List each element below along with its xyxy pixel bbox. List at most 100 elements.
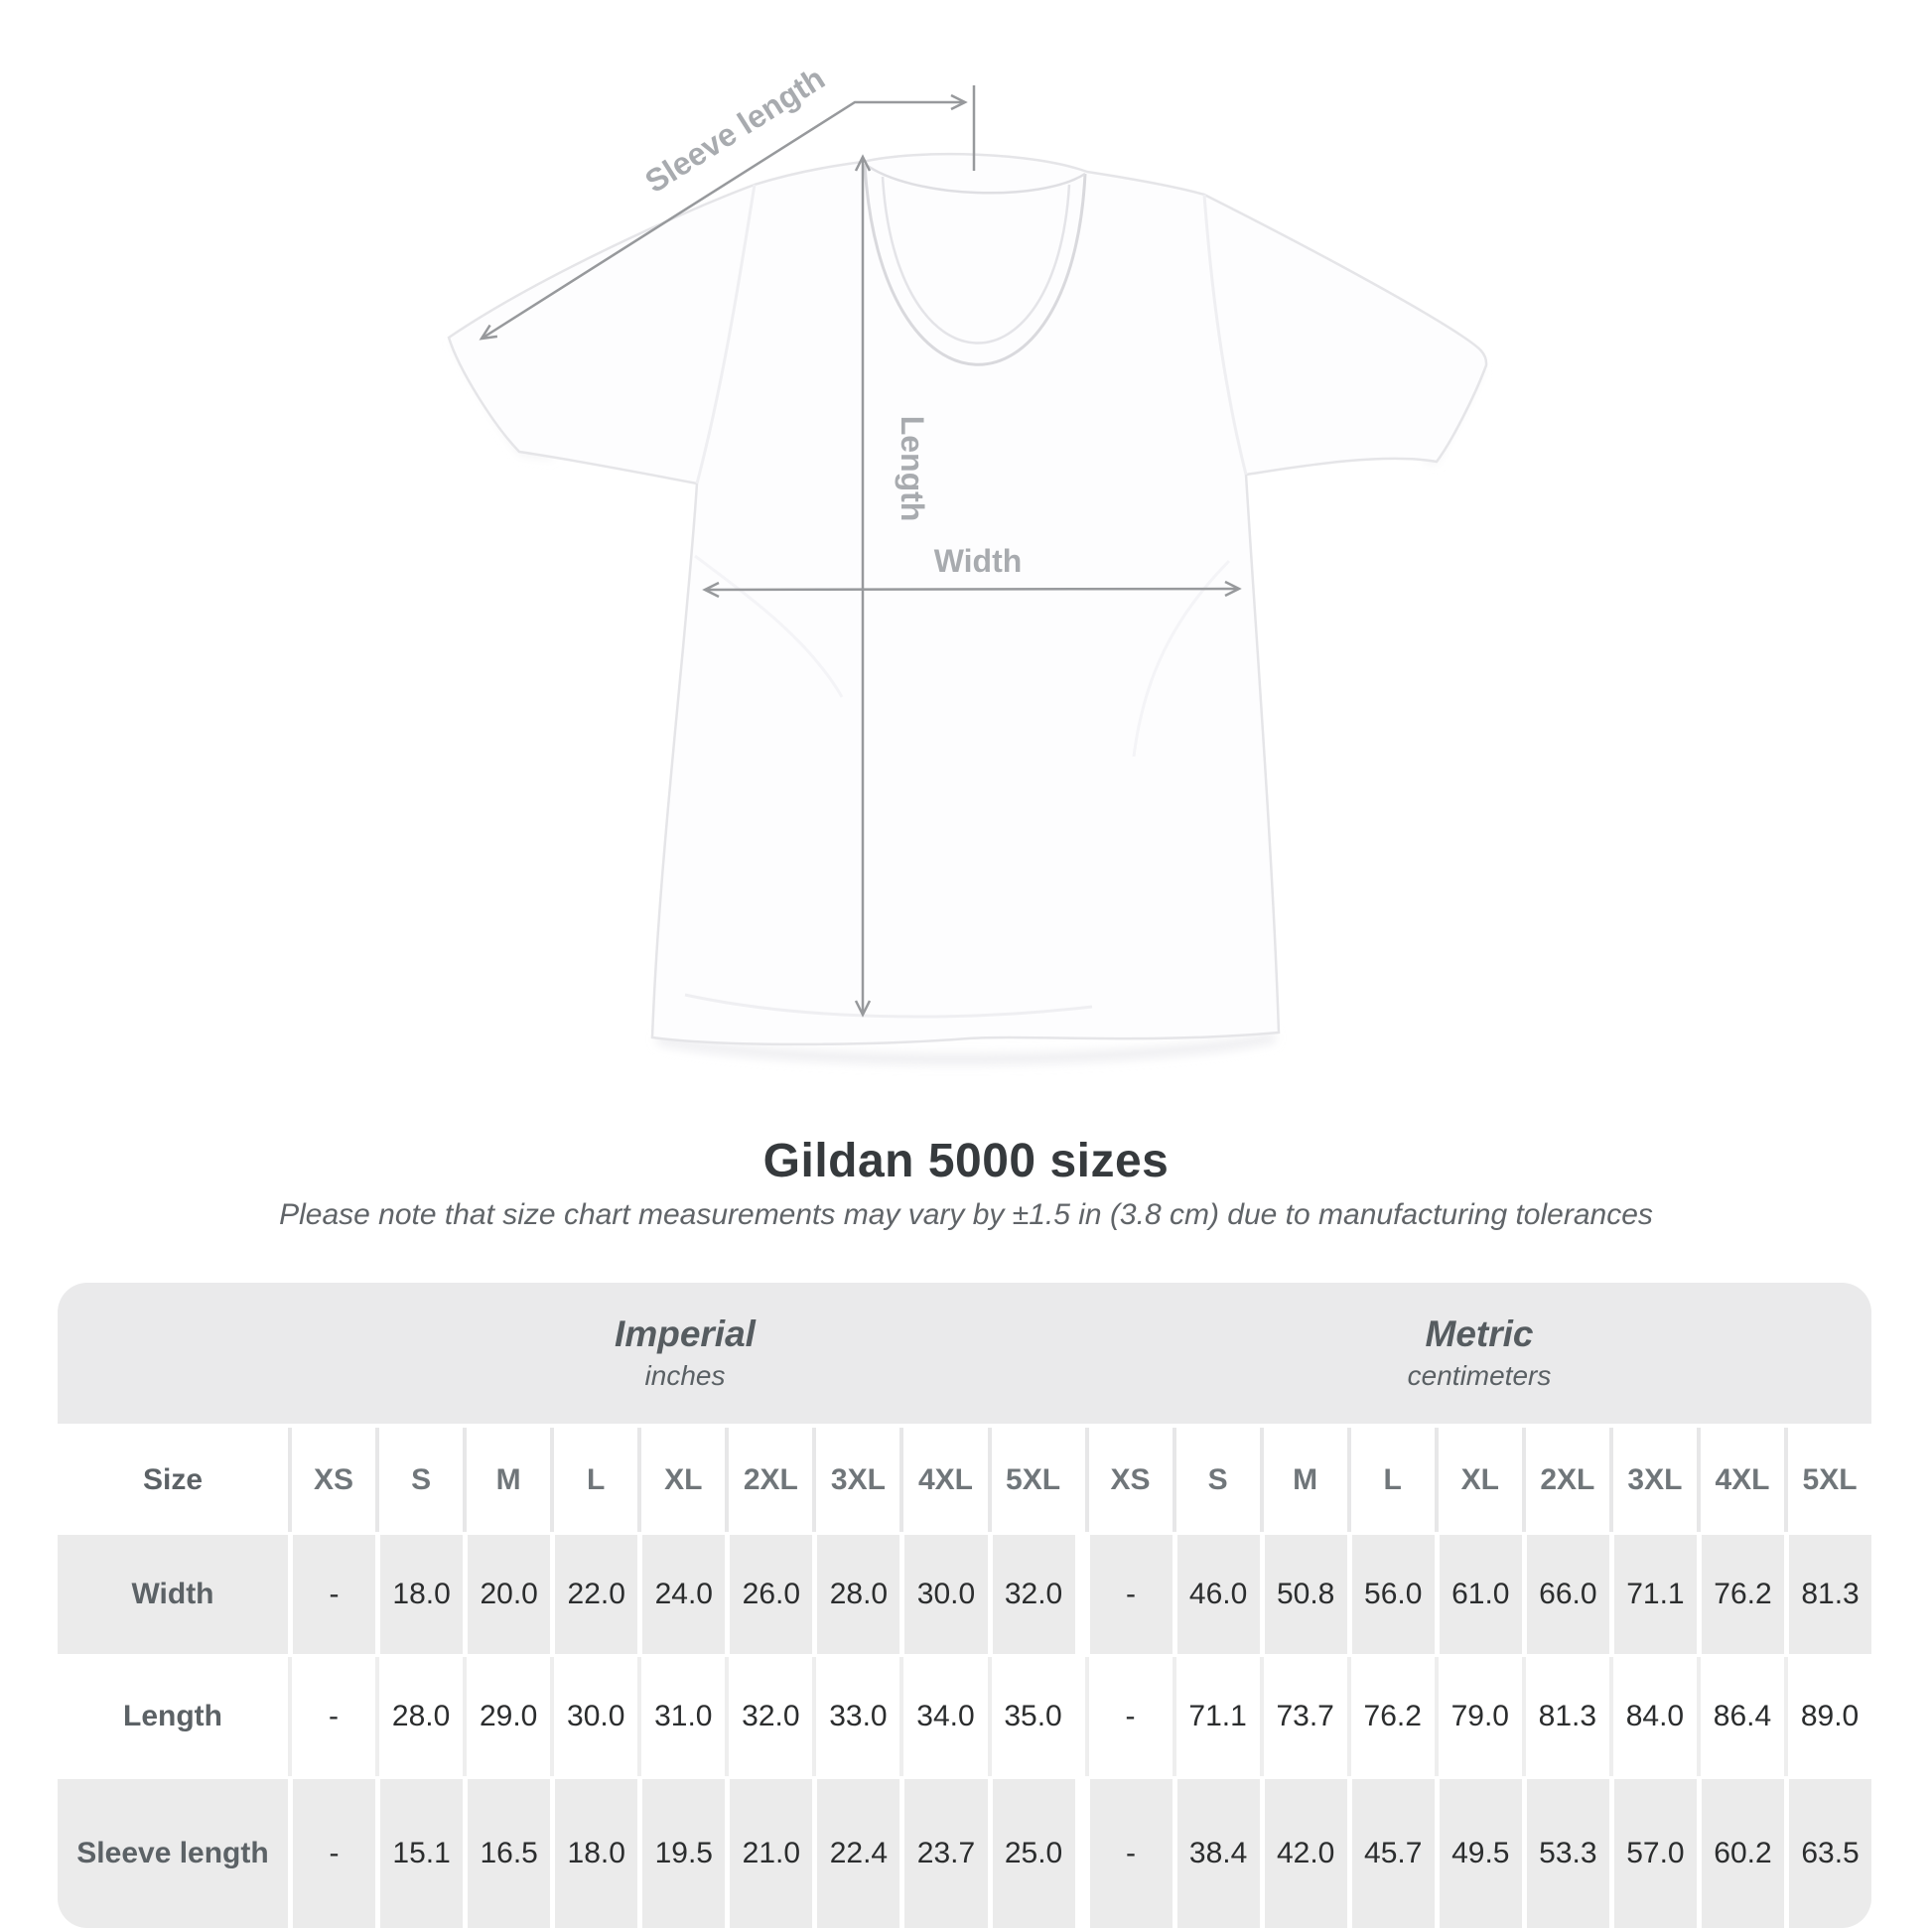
tshirt-measurement-diagram: Sleeve length Length Width [447, 60, 1488, 1065]
sleeve-length-arrow [479, 85, 976, 341]
size-column-header: Size [58, 1428, 288, 1532]
table-cell: 28.0 [812, 1535, 900, 1654]
table-cell: 76.2 [1346, 1657, 1435, 1776]
width-metric-values: - 46.0 50.8 56.0 61.0 66.0 71.1 76.2 81.… [1084, 1535, 1871, 1654]
table-cell: 15.1 [375, 1779, 464, 1928]
table-cell: 53.3 [1521, 1779, 1609, 1928]
length-label: Length [895, 416, 930, 522]
size-col-header: 4XL [899, 1428, 988, 1532]
unit-band: Imperial inches Metric centimeters [58, 1283, 1871, 1424]
size-col-header: 5XL [1784, 1428, 1871, 1532]
tshirt-illustration [447, 152, 1488, 1046]
table-cell: - [1084, 1535, 1173, 1654]
table-cell: 86.4 [1696, 1657, 1784, 1776]
table-cell: 22.4 [812, 1779, 900, 1928]
size-chart-table: Imperial inches Metric centimeters Size … [58, 1283, 1871, 1928]
table-cell: 34.0 [899, 1657, 988, 1776]
table-cell: 46.0 [1172, 1535, 1260, 1654]
measurement-annotations [479, 85, 1242, 1018]
tolerance-note: Please note that size chart measurements… [279, 1198, 1653, 1231]
size-col-header: S [1172, 1428, 1260, 1532]
size-col-header: 3XL [1608, 1428, 1697, 1532]
table-cell: 19.5 [637, 1779, 726, 1928]
table-cell: 71.1 [1608, 1535, 1697, 1654]
table-cell: - [288, 1535, 376, 1654]
row-label: Sleeve length [58, 1779, 288, 1928]
table-cell: - [288, 1657, 376, 1776]
size-col-header: M [1259, 1428, 1347, 1532]
table-cell: 32.0 [987, 1535, 1075, 1654]
length-imperial-values: - 28.0 29.0 30.0 31.0 32.0 33.0 34.0 35.… [288, 1657, 1075, 1776]
size-col-header: L [1346, 1428, 1435, 1532]
table-cell: 81.3 [1521, 1657, 1609, 1776]
metric-band: Metric centimeters [1087, 1283, 1871, 1424]
imperial-unit: inches [644, 1360, 726, 1391]
table-row-length: Length - 28.0 29.0 30.0 31.0 32.0 33.0 3… [58, 1657, 1871, 1776]
table-row-sleeve-length: Sleeve length - 15.1 16.5 18.0 19.5 21.0… [58, 1779, 1871, 1928]
table-cell: 16.5 [463, 1779, 551, 1928]
table-cell: 45.7 [1346, 1779, 1435, 1928]
table-cell: 28.0 [375, 1657, 464, 1776]
table-cell: 89.0 [1784, 1657, 1871, 1776]
size-col-header: XL [637, 1428, 726, 1532]
table-cell: 57.0 [1608, 1779, 1697, 1928]
row-label: Length [58, 1657, 288, 1776]
size-col-header: S [375, 1428, 464, 1532]
row-label: Width [58, 1535, 288, 1654]
size-header-row: Size XS S M L XL 2XL 3XL 4XL 5XL XS S M … [58, 1428, 1871, 1532]
table-cell: 21.0 [725, 1779, 813, 1928]
size-col-header: 4XL [1696, 1428, 1784, 1532]
table-cell: 49.5 [1434, 1779, 1522, 1928]
table-cell: 73.7 [1259, 1657, 1347, 1776]
table-cell: 61.0 [1434, 1535, 1522, 1654]
table-cell: 33.0 [812, 1657, 900, 1776]
table-row-width: Width - 18.0 20.0 22.0 24.0 26.0 28.0 30… [58, 1535, 1871, 1654]
table-cell: 25.0 [987, 1779, 1075, 1928]
metric-size-headers: XS S M L XL 2XL 3XL 4XL 5XL [1084, 1428, 1871, 1532]
length-arrow [854, 154, 872, 1018]
table-cell: 24.0 [637, 1535, 726, 1654]
size-col-header: L [550, 1428, 638, 1532]
table-cell: 50.8 [1259, 1535, 1347, 1654]
size-col-header: XS [288, 1428, 376, 1532]
size-col-header: M [463, 1428, 551, 1532]
table-cell: 84.0 [1608, 1657, 1697, 1776]
size-col-header: 2XL [1521, 1428, 1609, 1532]
length-metric-values: - 71.1 73.7 76.2 79.0 81.3 84.0 86.4 89.… [1084, 1657, 1871, 1776]
imperial-band: Imperial inches [293, 1283, 1077, 1424]
table-cell: 30.0 [550, 1657, 638, 1776]
table-cell: 60.2 [1696, 1779, 1784, 1928]
table-cell: 56.0 [1346, 1535, 1435, 1654]
table-cell: 26.0 [725, 1535, 813, 1654]
table-cell: - [288, 1779, 376, 1928]
sleeve-imperial-values: - 15.1 16.5 18.0 19.5 21.0 22.4 23.7 25.… [288, 1779, 1075, 1928]
metric-title: Metric [1425, 1313, 1534, 1354]
table-cell: 22.0 [550, 1535, 638, 1654]
size-col-header: XS [1084, 1428, 1173, 1532]
size-col-header: 5XL [987, 1428, 1075, 1532]
table-cell: 29.0 [463, 1657, 551, 1776]
table-cell: 38.4 [1172, 1779, 1260, 1928]
table-cell: 66.0 [1521, 1535, 1609, 1654]
table-cell: 31.0 [637, 1657, 726, 1776]
table-cell: 81.3 [1784, 1535, 1871, 1654]
width-arrow [702, 580, 1242, 599]
table-cell: 42.0 [1259, 1779, 1347, 1928]
table-cell: 35.0 [987, 1657, 1075, 1776]
table-cell: 18.0 [375, 1535, 464, 1654]
sleeve-metric-values: - 38.4 42.0 45.7 49.5 53.3 57.0 60.2 63.… [1084, 1779, 1871, 1928]
width-imperial-values: - 18.0 20.0 22.0 24.0 26.0 28.0 30.0 32.… [288, 1535, 1075, 1654]
table-cell: - [1084, 1779, 1173, 1928]
table-cell: 71.1 [1172, 1657, 1260, 1776]
page-title: Gildan 5000 sizes [762, 1135, 1170, 1187]
collar-outline [863, 163, 1087, 366]
title-block: Gildan 5000 sizes Please note that size … [0, 1137, 1932, 1232]
imperial-title: Imperial [615, 1313, 756, 1354]
table-cell: 32.0 [725, 1657, 813, 1776]
table-cell: - [1084, 1657, 1173, 1776]
width-label: Width [934, 543, 1023, 579]
table-cell: 30.0 [899, 1535, 988, 1654]
table-cell: 18.0 [550, 1779, 638, 1928]
table-cell: 76.2 [1696, 1535, 1784, 1654]
